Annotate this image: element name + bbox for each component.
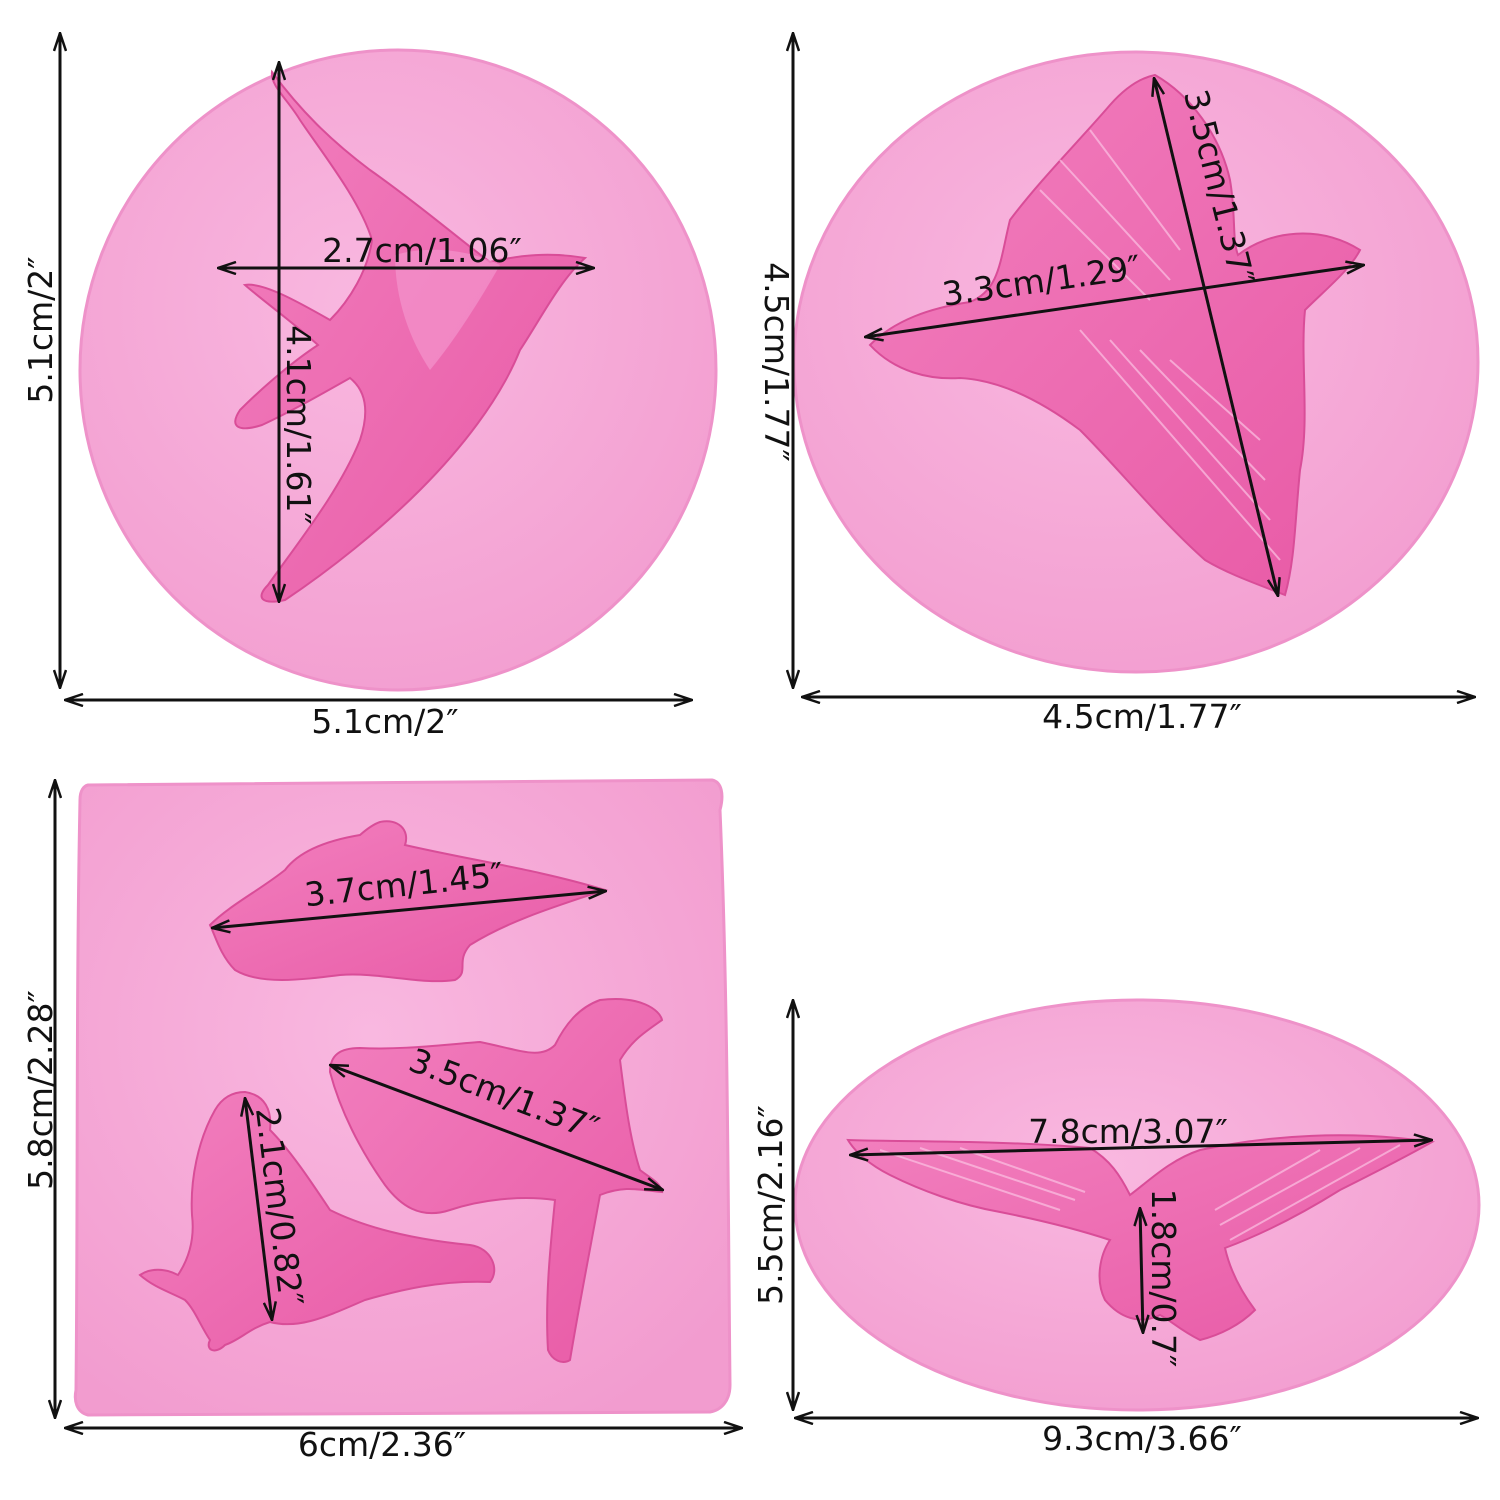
mold-4-oval-dove bbox=[793, 998, 1481, 1412]
mold-1-outer-width-label: 5.1cm/2″ bbox=[311, 702, 458, 741]
mold-3-outer-width-label: 6cm/2.36″ bbox=[298, 1425, 466, 1464]
mold-2-outer-height-label: 4.5cm/1.77″ bbox=[757, 262, 796, 462]
mold-1-swallow-highlight bbox=[395, 249, 500, 370]
mold-1-round-swallow bbox=[78, 48, 718, 692]
mold-4-outer-width-label: 9.3cm/3.66″ bbox=[1042, 1419, 1242, 1458]
mold-3-outer-height-label: 5.8cm/2.28″ bbox=[21, 990, 60, 1190]
mold-4-inner-height-label: 1.8cm/0.7″ bbox=[1144, 1189, 1183, 1368]
dimension-arrows bbox=[55, 33, 1478, 1428]
mold-3-bird-right-arrow bbox=[330, 1063, 663, 1192]
mold-4-wing-feathers bbox=[879, 1144, 1401, 1241]
mold-3-bird-top-arrow bbox=[212, 891, 606, 928]
mold-4-inner-width-arrow bbox=[850, 1140, 1432, 1155]
mold-4-outer-height-label: 5.5cm/2.16″ bbox=[751, 1105, 790, 1305]
mold-1-swallow-cavity bbox=[234, 69, 588, 603]
mold-2-round-dove bbox=[792, 50, 1480, 674]
mold-1-inner-height-label: 4.1cm/1.61″ bbox=[279, 325, 318, 525]
mold-1-outer-height-label: 5.1cm/2″ bbox=[21, 256, 60, 403]
mold-4-inner-width-label: 7.8cm/3.07″ bbox=[1028, 1112, 1228, 1151]
mold-4-inner-height-arrow bbox=[1140, 1208, 1143, 1333]
mold-2-inner-height-arrow bbox=[1154, 78, 1278, 596]
mold-2-outer-width-label: 4.5cm/1.77″ bbox=[1042, 697, 1242, 736]
mold-3-bird-left-cavity bbox=[138, 1090, 496, 1352]
mold-1-inner-width-label: 2.7cm/1.06″ bbox=[322, 231, 522, 270]
mold-3-bird-left-arrow bbox=[245, 1098, 272, 1320]
